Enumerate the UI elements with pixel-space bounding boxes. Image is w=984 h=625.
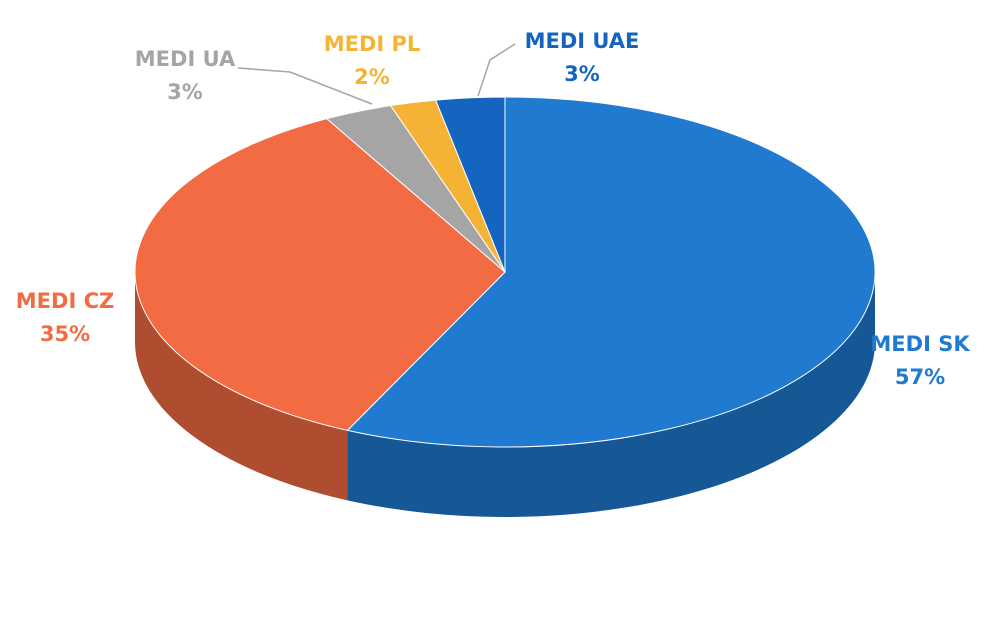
- value-label: 2%: [354, 65, 390, 89]
- slice: [134, 118, 506, 431]
- leader-line: [237, 67, 373, 105]
- value-label: 3%: [564, 62, 600, 86]
- slice-label: MEDI PL: [324, 32, 421, 56]
- leader-line: [477, 43, 516, 97]
- slice-label: MEDI UA: [135, 47, 236, 71]
- slice-label: MEDI SK: [870, 332, 970, 356]
- value-label: 35%: [40, 322, 90, 346]
- slice: [346, 96, 876, 448]
- value-label: 3%: [167, 80, 203, 104]
- value-label: 57%: [895, 365, 945, 389]
- slice-side: [347, 272, 875, 517]
- slice-side: [135, 272, 348, 501]
- slice-label: MEDI CZ: [16, 289, 114, 313]
- slice-label: MEDI UAE: [525, 29, 640, 53]
- slice: [434, 96, 506, 273]
